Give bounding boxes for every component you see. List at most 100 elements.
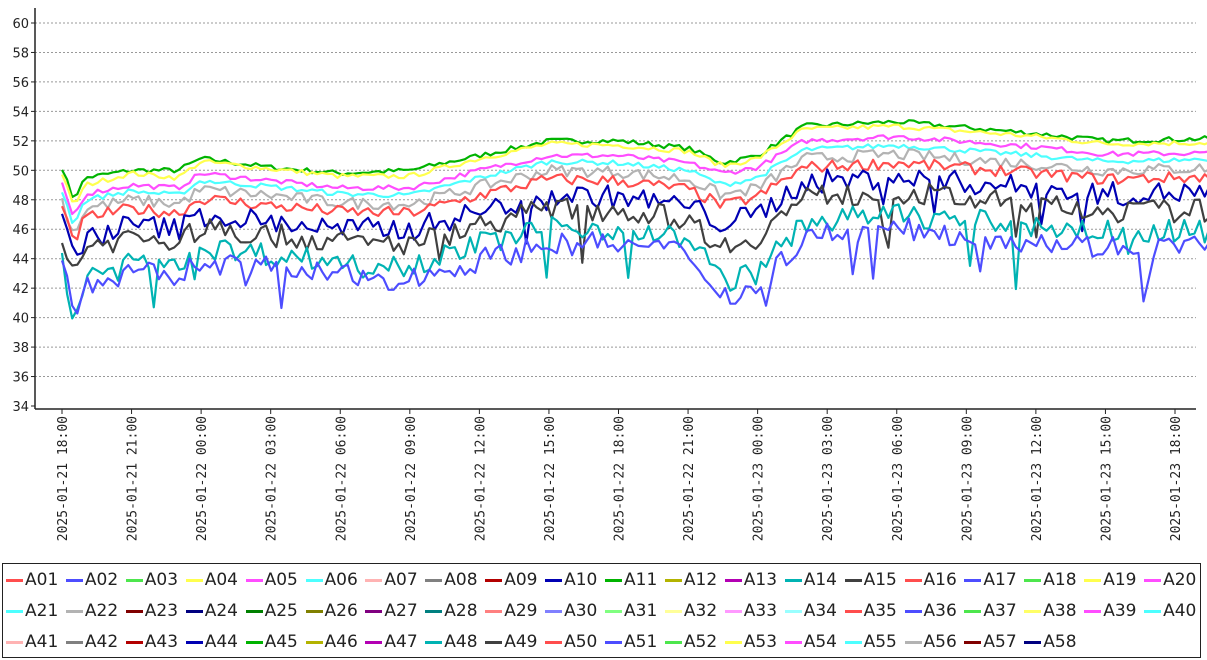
legend-item: A48 [425, 631, 478, 653]
legend-label: A55 [863, 632, 897, 652]
y-tick-label: 44 [12, 253, 29, 268]
x-tick-label: 2025-01-21 21:00 [126, 416, 141, 541]
legend-swatch [305, 609, 323, 613]
legend-label: A23 [144, 601, 179, 621]
legend-swatch [245, 609, 263, 613]
legend-label: A17 [983, 570, 1017, 590]
legend-label: A22 [84, 601, 119, 621]
legend-swatch [185, 640, 203, 644]
legend-item: A34 [784, 600, 837, 622]
legend-label: A53 [743, 632, 778, 652]
legend-label: A46 [324, 632, 358, 652]
legend-item: A31 [605, 600, 657, 622]
legend-item: A14 [784, 569, 837, 591]
legend-label: A07 [384, 570, 418, 590]
legend-swatch [904, 609, 922, 613]
legend-swatch [1144, 609, 1162, 613]
legend-label: A01 [25, 570, 59, 590]
legend-item: A54 [784, 631, 837, 653]
y-tick-label: 58 [12, 46, 29, 61]
y-tick-label: 56 [12, 76, 29, 91]
legend-swatch [904, 578, 922, 582]
legend-swatch [724, 578, 742, 582]
legend-label: A48 [444, 632, 478, 652]
legend-label: A43 [144, 632, 179, 652]
legend-item: A56 [904, 631, 957, 653]
legend-label: A21 [25, 601, 59, 621]
legend-item: A21 [6, 600, 58, 622]
y-tick-label: 36 [12, 371, 29, 386]
legend-swatch [664, 578, 682, 582]
legend-swatch [784, 578, 802, 582]
y-tick-label: 38 [12, 341, 29, 356]
legend-item: A57 [964, 631, 1017, 653]
legend-swatch [245, 640, 263, 644]
legend-swatch [1144, 578, 1162, 582]
series-line [60, 158, 1207, 241]
legend-swatch [305, 578, 323, 582]
legend-swatch [664, 609, 682, 613]
x-tick-label: 2025-01-23 18:00 [1169, 416, 1184, 541]
y-tick-label: 48 [12, 194, 29, 209]
legend-swatch [6, 578, 23, 582]
legend-item: A30 [545, 600, 597, 622]
y-tick-label: 60 [12, 17, 29, 32]
legend-item: A27 [365, 600, 418, 622]
legend-item: A42 [65, 631, 119, 653]
legend-label: A57 [983, 632, 1017, 652]
legend-item: A32 [664, 600, 717, 622]
x-tick-label: 2025-01-22 18:00 [613, 416, 628, 541]
x-tick-label: 2025-01-23 06:00 [891, 416, 906, 541]
y-tick-label: 34 [12, 400, 29, 415]
legend-item: A44 [185, 631, 238, 653]
legend-label: A12 [683, 570, 718, 590]
legend-swatch [1084, 609, 1102, 613]
series-line [60, 203, 1207, 320]
legend-swatch [784, 640, 802, 644]
legend-item: A49 [485, 631, 537, 653]
x-tick-label: 2025-01-22 15:00 [543, 416, 558, 541]
legend-item: A25 [245, 600, 298, 622]
legend-swatch [724, 640, 742, 644]
y-tick-label: 54 [12, 105, 29, 120]
legend-item: A26 [305, 600, 358, 622]
x-tick-label: 2025-01-22 06:00 [334, 416, 349, 541]
legend-label: A58 [1043, 632, 1077, 652]
legend-item: A11 [605, 569, 657, 591]
legend-swatch [605, 640, 622, 644]
legend-item: A37 [964, 600, 1017, 622]
x-tick-label: 2025-01-22 09:00 [404, 416, 419, 541]
legend-item: A08 [425, 569, 478, 591]
x-tick-label: 2025-01-23 09:00 [960, 416, 975, 541]
legend-swatch [1024, 578, 1042, 582]
legend-label: A28 [444, 601, 478, 621]
legend-swatch [425, 640, 443, 644]
legend-label: A42 [84, 632, 119, 652]
y-tick-label: 46 [12, 223, 29, 238]
series-line [60, 143, 1207, 224]
legend-label: A24 [204, 601, 238, 621]
legend-item: A18 [1024, 569, 1077, 591]
legend-item: A16 [904, 569, 957, 591]
legend-label: A37 [983, 601, 1017, 621]
x-tick-label: 2025-01-23 12:00 [1030, 416, 1045, 541]
legend-swatch [125, 640, 143, 644]
x-tick-label: 2025-01-22 00:00 [195, 416, 210, 541]
legend-swatch [545, 609, 563, 613]
legend-item: A58 [1024, 631, 1077, 653]
legend-swatch [425, 578, 443, 582]
legend-swatch [844, 609, 862, 613]
legend-item: A22 [65, 600, 119, 622]
legend-label: A41 [25, 632, 59, 652]
legend-swatch [365, 640, 383, 644]
legend-item: A02 [65, 569, 118, 591]
legend-swatch [784, 609, 802, 613]
legend-swatch [545, 640, 563, 644]
y-tick-label: 40 [12, 312, 29, 327]
legend-swatch [1084, 578, 1102, 582]
series-line [61, 119, 1207, 199]
legend-swatch [65, 640, 83, 644]
x-tick-label: 2025-01-22 03:00 [265, 416, 280, 541]
legend-item: A33 [724, 600, 777, 622]
legend-swatch [365, 609, 383, 613]
